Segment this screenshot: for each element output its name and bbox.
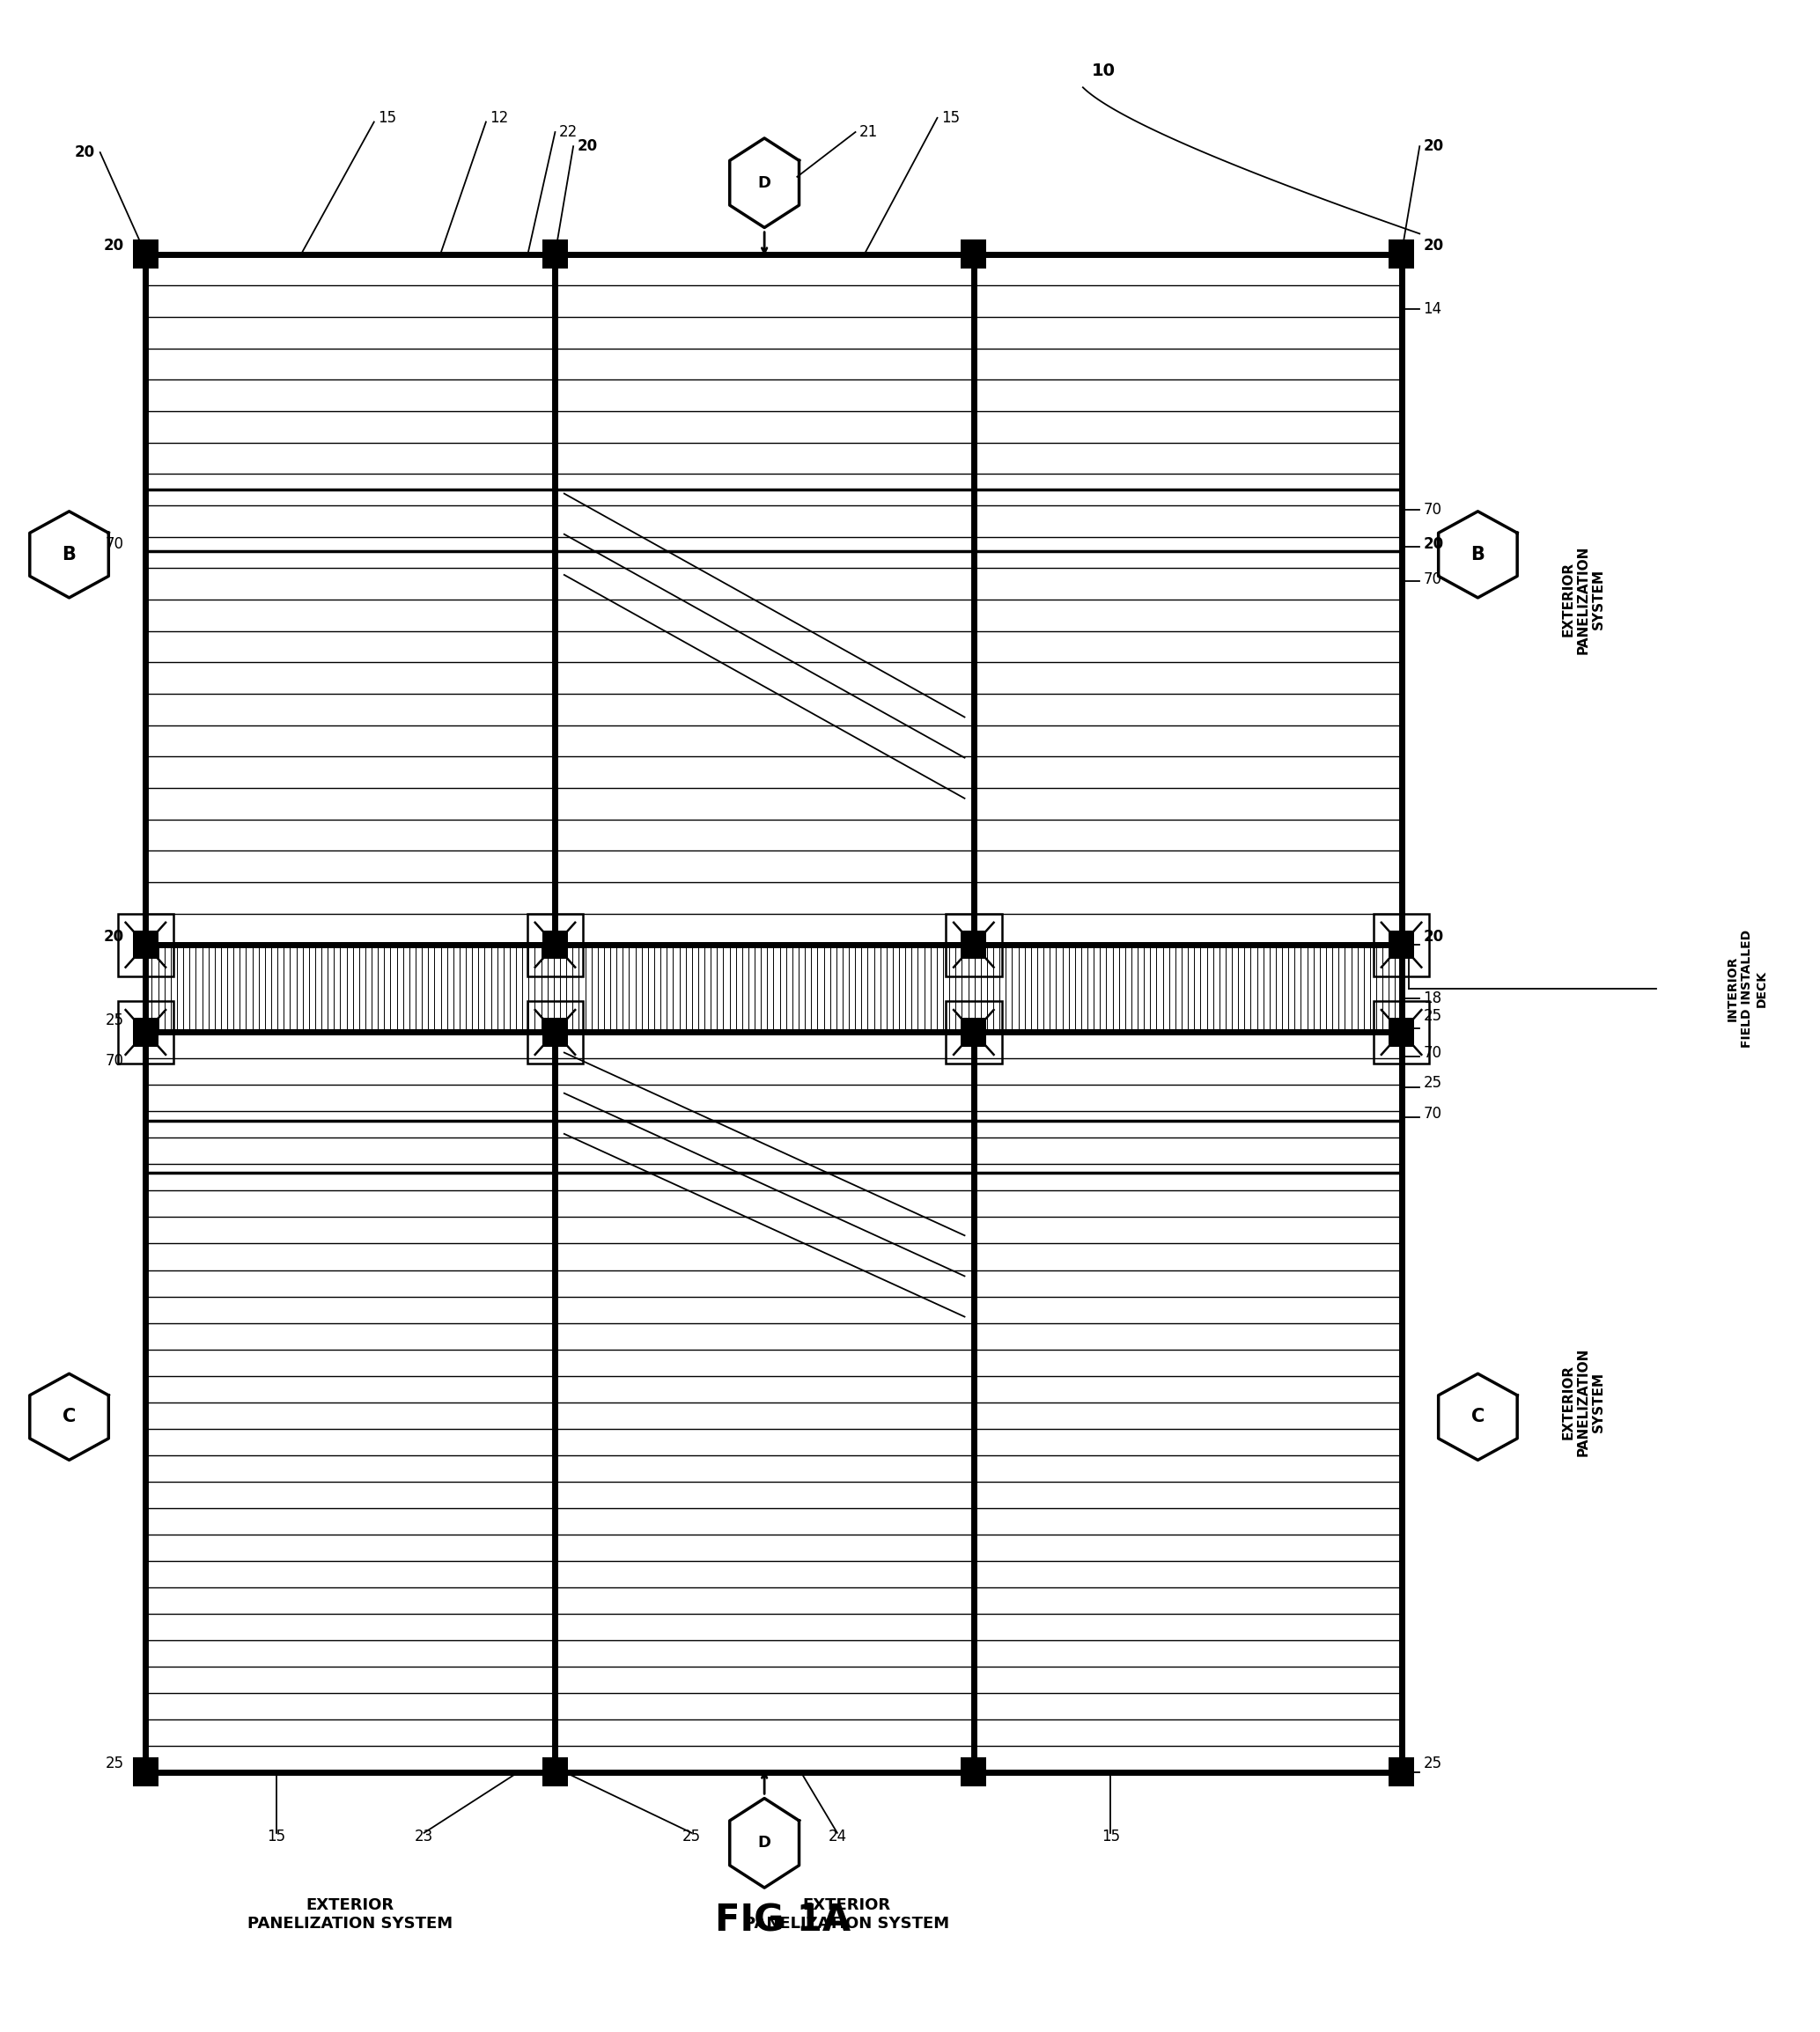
Bar	[1389, 240, 1414, 268]
Text: 12: 12	[490, 110, 508, 126]
Bar	[118, 914, 173, 975]
Bar	[946, 914, 1001, 975]
Bar	[1389, 1018, 1414, 1046]
Text: 20: 20	[1423, 138, 1443, 154]
Text: EXTERIOR
PANELIZATION SYSTEM: EXTERIOR PANELIZATION SYSTEM	[248, 1898, 453, 1930]
Bar	[528, 1002, 582, 1063]
Text: 15: 15	[941, 110, 959, 126]
Text: 15: 15	[268, 1829, 286, 1845]
Text: 20: 20	[1423, 238, 1443, 254]
Text: 15: 15	[1101, 1829, 1119, 1845]
Text: 20: 20	[104, 238, 124, 254]
Text: 70: 70	[1423, 1044, 1441, 1061]
Text: FIG 1A: FIG 1A	[715, 1902, 850, 1939]
Text: C: C	[62, 1408, 76, 1426]
Bar	[133, 1758, 158, 1786]
Bar	[118, 1002, 173, 1063]
Text: 70: 70	[106, 536, 124, 553]
Bar	[1389, 931, 1414, 959]
Bar	[542, 240, 568, 268]
Text: 21: 21	[859, 124, 877, 140]
Text: 25: 25	[106, 1756, 124, 1772]
Text: EXTERIOR
PANELIZATION SYSTEM: EXTERIOR PANELIZATION SYSTEM	[744, 1898, 948, 1930]
Bar	[133, 931, 158, 959]
Bar	[961, 931, 986, 959]
Text: 25: 25	[682, 1829, 701, 1845]
Text: D: D	[757, 175, 772, 191]
Text: 70: 70	[1423, 502, 1441, 518]
Text: EXTERIOR
PANELIZATION
SYSTEM: EXTERIOR PANELIZATION SYSTEM	[1562, 545, 1605, 654]
Text: 10: 10	[1092, 63, 1116, 79]
Text: 20: 20	[104, 929, 124, 945]
Bar	[946, 1002, 1001, 1063]
Text: C: C	[1471, 1408, 1485, 1426]
Text: 20: 20	[1423, 929, 1443, 945]
Bar	[1374, 1002, 1429, 1063]
Text: 70: 70	[106, 1053, 124, 1069]
Bar	[961, 240, 986, 268]
Text: 20: 20	[577, 138, 597, 154]
Text: 14: 14	[1423, 301, 1441, 317]
Text: INTERIOR
FIELD INSTALLED
DECK: INTERIOR FIELD INSTALLED DECK	[1727, 929, 1767, 1049]
Bar	[961, 1758, 986, 1786]
Bar	[542, 1018, 568, 1046]
Text: 20: 20	[75, 144, 95, 161]
Text: 24: 24	[828, 1829, 846, 1845]
Text: 20: 20	[1423, 536, 1443, 553]
Text: B: B	[1471, 547, 1485, 563]
Text: 15: 15	[379, 110, 397, 126]
Bar	[1389, 1758, 1414, 1786]
Bar	[1374, 914, 1429, 975]
Text: B: B	[62, 547, 76, 563]
Text: EXTERIOR
PANELIZATION
SYSTEM: EXTERIOR PANELIZATION SYSTEM	[1562, 1347, 1605, 1457]
Bar	[961, 1018, 986, 1046]
Text: 25: 25	[1423, 1756, 1441, 1772]
Bar	[542, 1758, 568, 1786]
Bar	[133, 1018, 158, 1046]
Bar	[133, 240, 158, 268]
Text: 25: 25	[1423, 1075, 1441, 1091]
Bar	[542, 931, 568, 959]
Text: 25: 25	[1423, 1008, 1441, 1024]
Text: 22: 22	[559, 124, 577, 140]
Text: 25: 25	[106, 1012, 124, 1028]
Text: D: D	[757, 1835, 772, 1851]
Text: 70: 70	[1423, 1105, 1441, 1122]
Bar	[528, 914, 582, 975]
Text: 70: 70	[1423, 571, 1441, 587]
Text: 18: 18	[1423, 992, 1441, 1006]
Text: 23: 23	[415, 1829, 433, 1845]
